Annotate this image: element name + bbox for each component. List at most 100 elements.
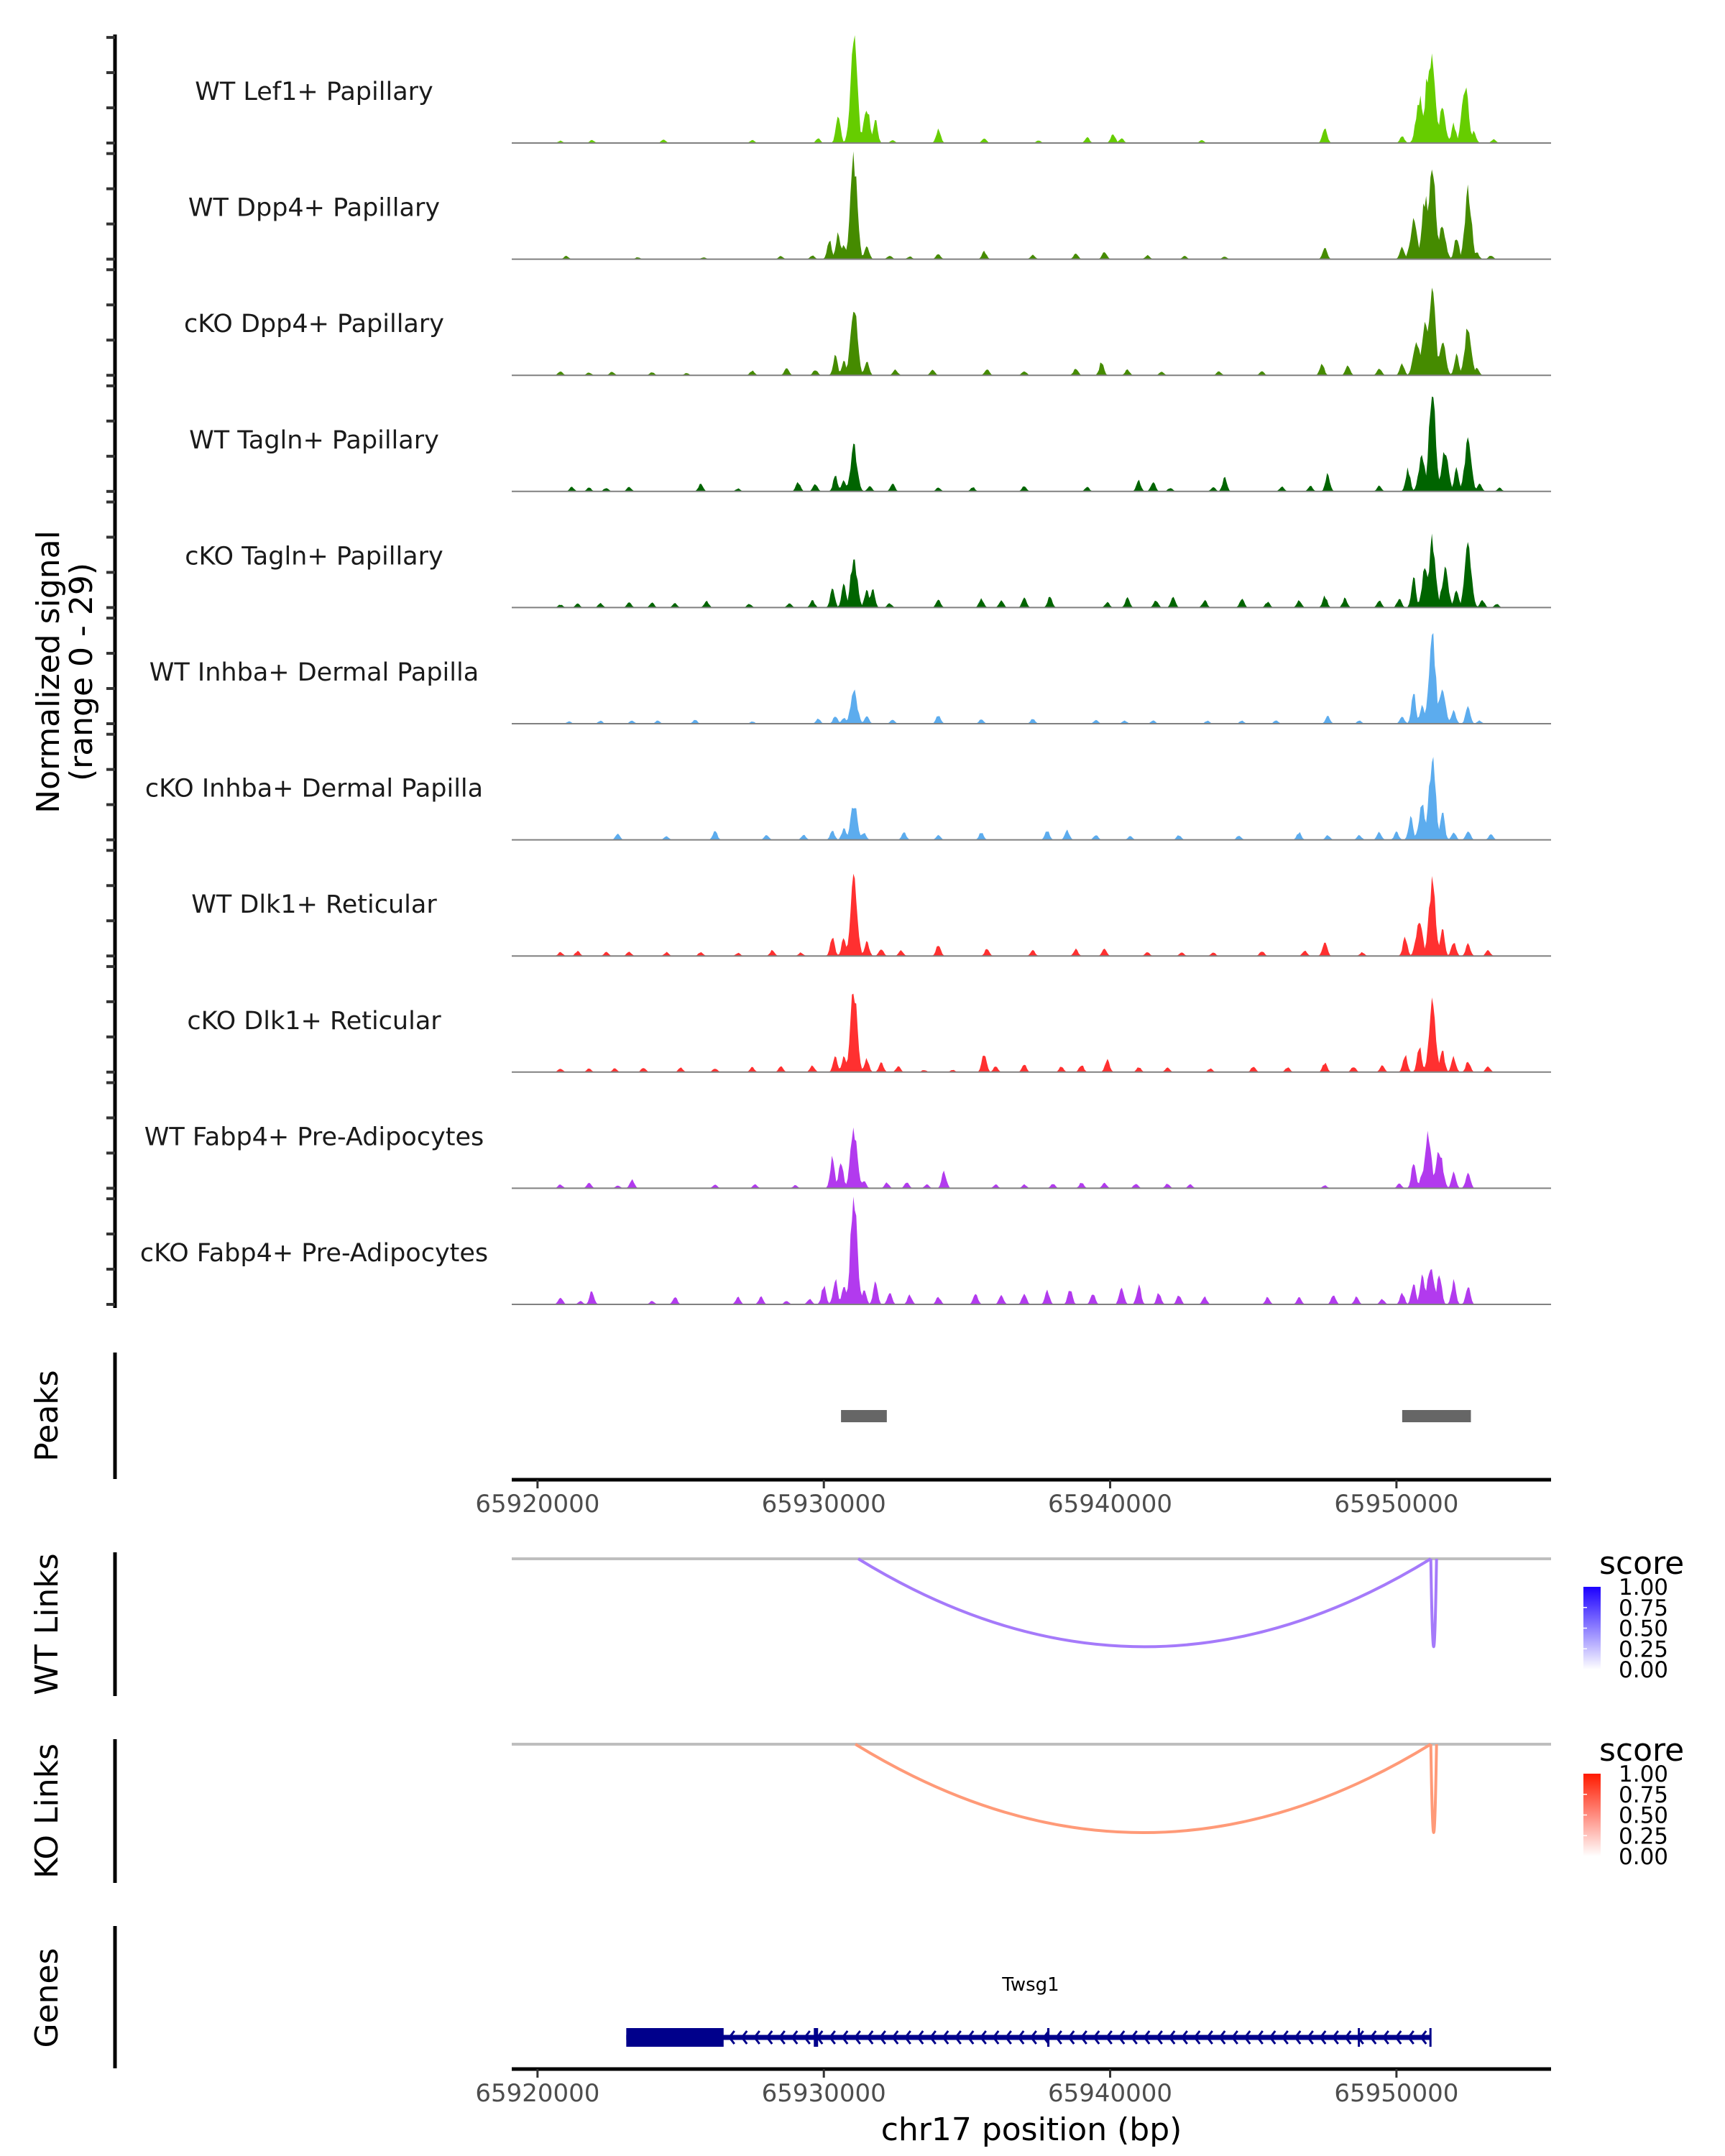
genes-x-ticks: 65920000 65930000 65940000 65950000 xyxy=(475,2069,1458,2108)
gene-exon xyxy=(626,2028,724,2047)
signal-area xyxy=(512,1197,1551,1304)
signal-area xyxy=(512,287,1551,376)
strand-arrow-icon xyxy=(1319,2030,1327,2045)
signal-area xyxy=(512,993,1551,1072)
x-tick-label: 65930000 xyxy=(762,2079,886,2108)
coverage-y-ticks xyxy=(106,36,115,1306)
signal-area xyxy=(512,396,1551,492)
strand-arrow-icon xyxy=(992,2030,1000,2045)
strand-arrow-icon xyxy=(1281,2030,1289,2045)
link-arc xyxy=(854,1743,1432,1835)
strand-arrow-icon xyxy=(727,2030,735,2045)
strand-arrow-icon xyxy=(765,2030,773,2045)
track-label: cKO Dlk1+ Reticular xyxy=(187,1007,441,1036)
x-tick-label: 65920000 xyxy=(475,1490,599,1519)
legend-tick-label: 0.75 xyxy=(1619,1595,1668,1621)
strand-arrow-icon xyxy=(979,2030,987,2045)
strand-arrow-icon xyxy=(853,2030,861,2045)
track-label: cKO Dpp4+ Papillary xyxy=(184,310,444,338)
legend-tick-label: 0.50 xyxy=(1619,1803,1668,1829)
strand-arrow-icon xyxy=(1155,2030,1163,2045)
strand-arrow-icon xyxy=(903,2030,911,2045)
strand-arrow-icon xyxy=(1193,2030,1201,2045)
strand-arrow-icon xyxy=(1230,2030,1238,2045)
gene-name-label: Twsg1 xyxy=(1001,1974,1059,1996)
gene-exon xyxy=(1429,2028,1432,2047)
coverage-ylabel-line1: Normalized signal xyxy=(30,530,67,814)
track-label: cKO Inhba+ Dermal Papilla xyxy=(145,775,483,803)
x-tick-label: 65930000 xyxy=(762,1490,886,1519)
strand-arrow-icon xyxy=(828,2030,836,2045)
track-label: WT Fabp4+ Pre-Adipocytes xyxy=(144,1123,484,1151)
strand-arrow-icon xyxy=(1118,2030,1126,2045)
strand-arrow-icon xyxy=(841,2030,849,2045)
strand-arrow-icon xyxy=(1356,2030,1364,2045)
link-arc xyxy=(1429,1558,1438,1649)
strand-arrow-icon xyxy=(1130,2030,1138,2045)
legend-title: score xyxy=(1599,1545,1684,1582)
strand-arrow-icon xyxy=(1269,2030,1276,2045)
coverage-track: WT Tagln+ Papillary xyxy=(189,396,1551,492)
signal-area xyxy=(512,632,1551,724)
coverage-track: WT Dlk1+ Reticular xyxy=(191,873,1551,957)
x-tick-label: 65950000 xyxy=(1334,2079,1458,2108)
signal-area xyxy=(512,757,1551,840)
strand-arrow-icon xyxy=(1017,2030,1025,2045)
strand-arrow-icon xyxy=(954,2030,962,2045)
strand-arrow-icon xyxy=(1256,2030,1264,2045)
strand-arrow-icon xyxy=(1067,2030,1075,2045)
legend-tick-label: 0.00 xyxy=(1619,1844,1668,1870)
strand-arrow-icon xyxy=(1369,2030,1377,2045)
legend-tick-label: 0.50 xyxy=(1619,1616,1668,1642)
strand-arrow-icon xyxy=(740,2030,748,2045)
strand-arrow-icon xyxy=(1143,2030,1151,2045)
strand-arrow-icon xyxy=(929,2030,937,2045)
strand-arrow-icon xyxy=(1054,2030,1062,2045)
strand-arrow-icon xyxy=(878,2030,886,2045)
legend-tick-label: 0.25 xyxy=(1619,1636,1668,1662)
gene-exon xyxy=(1046,2028,1050,2047)
link-arc xyxy=(1429,1743,1438,1834)
strand-arrow-icon xyxy=(791,2030,799,2045)
strand-arrow-icon xyxy=(942,2030,949,2045)
strand-arrow-icon xyxy=(1105,2030,1113,2045)
strand-arrow-icon xyxy=(1394,2030,1402,2045)
legend-tick-label: 0.75 xyxy=(1619,1782,1668,1808)
strand-arrow-icon xyxy=(1042,2030,1050,2045)
strand-arrow-icon xyxy=(1331,2030,1339,2045)
coverage-track: cKO Inhba+ Dermal Papilla xyxy=(145,757,1551,841)
strand-arrow-icon xyxy=(803,2030,811,2045)
strand-arrow-icon xyxy=(1420,2030,1427,2045)
legend-tick-label: 0.00 xyxy=(1619,1657,1668,1683)
signal-area xyxy=(512,873,1551,957)
coverage-track: WT Fabp4+ Pre-Adipocytes xyxy=(144,1123,1551,1189)
peak-region xyxy=(1402,1410,1471,1422)
genes-track-label: Genes xyxy=(29,1948,65,2047)
gene-exon xyxy=(814,2028,819,2047)
strand-arrow-icon xyxy=(1243,2030,1251,2045)
strand-arrow-icon xyxy=(1180,2030,1188,2045)
coverage-track: cKO Tagln+ Papillary xyxy=(185,533,1551,609)
strand-arrow-icon xyxy=(1407,2030,1414,2045)
signal-area xyxy=(512,151,1551,259)
signal-area xyxy=(512,533,1551,608)
ko-links-track-label: KO Links xyxy=(29,1743,65,1879)
genes-panel xyxy=(626,2028,1432,2047)
track-label: WT Dlk1+ Reticular xyxy=(191,890,437,919)
strand-arrow-icon xyxy=(778,2030,786,2045)
track-label: WT Tagln+ Papillary xyxy=(189,426,439,455)
strand-arrow-icon xyxy=(1205,2030,1213,2045)
coverage-track: WT Dpp4+ Papillary xyxy=(188,151,1551,260)
track-label: WT Inhba+ Dermal Papilla xyxy=(150,658,479,687)
strand-arrow-icon xyxy=(1080,2030,1087,2045)
legend-title: score xyxy=(1599,1732,1684,1769)
coverage-panel: WT Lef1+ Papillary WT Dpp4+ Papillary cKO … xyxy=(140,35,1551,1305)
x-tick-label: 65940000 xyxy=(1048,2079,1172,2108)
coverage-ylabel-line2: (range 0 - 29) xyxy=(63,563,100,781)
strand-arrow-icon xyxy=(1029,2030,1037,2045)
strand-arrow-icon xyxy=(1306,2030,1314,2045)
peak-region xyxy=(841,1410,887,1422)
